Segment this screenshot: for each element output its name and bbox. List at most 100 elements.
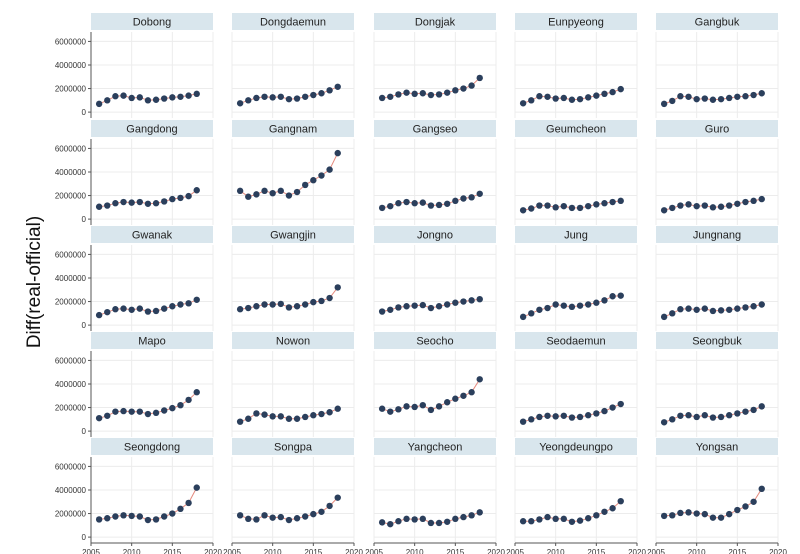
data-point	[726, 202, 733, 209]
panel-title: Gangnam	[269, 124, 317, 136]
data-point	[536, 306, 543, 313]
data-point	[161, 305, 168, 312]
data-point	[544, 412, 551, 419]
panel-strip	[374, 332, 496, 349]
data-point	[544, 202, 551, 209]
panel-grid: Dobong 0 2000000 4000000 6000000 Dongdaemun Do…	[55, 13, 787, 554]
panel-title: Geumcheon	[546, 124, 606, 136]
panel-title: Yeongdeungpo	[539, 442, 613, 454]
data-point	[552, 204, 559, 211]
data-point	[112, 93, 119, 100]
data-point	[609, 88, 616, 96]
data-point	[177, 505, 184, 513]
data-point	[601, 407, 608, 415]
data-point	[669, 97, 676, 105]
data-point	[104, 515, 111, 522]
data-point	[576, 413, 584, 421]
data-point	[585, 412, 592, 419]
x-tick-label: 2015	[728, 548, 746, 554]
data-point	[685, 201, 692, 208]
data-point	[277, 413, 284, 420]
data-point	[726, 412, 733, 419]
data-point	[460, 513, 467, 521]
data-point	[144, 200, 152, 207]
data-point	[95, 414, 103, 422]
data-point	[152, 516, 160, 523]
y-tick-label: 2000000	[55, 404, 87, 413]
data-point	[617, 497, 624, 505]
data-point	[693, 202, 700, 210]
panel-title: Seocho	[416, 336, 453, 348]
data-point	[318, 410, 325, 418]
data-point	[403, 89, 410, 96]
data-point	[318, 90, 325, 97]
data-point	[104, 412, 111, 419]
panel-title: Gwanak	[132, 230, 173, 242]
data-point	[112, 306, 119, 313]
data-point	[660, 207, 668, 214]
data-point	[177, 301, 184, 308]
data-point	[585, 202, 592, 210]
data-point	[435, 91, 443, 98]
data-point	[136, 94, 143, 101]
data-point	[128, 306, 135, 313]
data-point	[269, 301, 276, 308]
data-point	[387, 520, 394, 528]
data-point	[452, 197, 459, 205]
data-point	[444, 301, 451, 308]
data-point	[185, 300, 192, 307]
data-point	[169, 510, 176, 517]
panel-strip	[232, 13, 354, 30]
x-tick-label: 2010	[264, 548, 282, 554]
data-point	[128, 199, 135, 206]
data-point	[236, 100, 244, 107]
data-point	[326, 502, 333, 510]
data-point	[468, 297, 475, 304]
panel-title: Eunpyeong	[548, 17, 604, 29]
data-point	[136, 513, 143, 520]
data-point	[185, 499, 192, 507]
panel-strip	[656, 13, 778, 30]
data-point	[701, 95, 708, 102]
x-tick-label: 2020	[769, 548, 787, 554]
data-point	[193, 90, 200, 98]
data-point	[693, 95, 700, 103]
data-point	[568, 414, 576, 421]
panel-strip	[515, 13, 637, 30]
data-point	[302, 301, 309, 308]
panel-strip	[374, 438, 496, 455]
y-tick-label: 2000000	[55, 510, 87, 519]
data-point	[427, 406, 435, 414]
data-point	[277, 187, 284, 195]
x-tick-label: 2005	[82, 548, 100, 554]
data-point	[411, 516, 418, 523]
data-point	[669, 204, 676, 212]
data-point	[750, 197, 757, 205]
data-point	[144, 516, 152, 524]
data-point	[378, 204, 386, 212]
data-point	[152, 96, 160, 103]
data-point	[177, 401, 184, 409]
data-point	[677, 412, 684, 419]
data-point	[193, 296, 200, 303]
y-tick-label: 4000000	[55, 168, 87, 177]
data-point	[387, 202, 394, 210]
data-point	[95, 203, 103, 210]
data-point	[601, 508, 608, 515]
data-point	[685, 93, 692, 100]
data-point	[161, 95, 168, 102]
data-point	[693, 306, 700, 313]
data-point	[310, 510, 317, 518]
data-point	[742, 408, 749, 415]
data-point	[411, 302, 418, 309]
data-point	[726, 94, 733, 102]
data-point	[161, 198, 168, 205]
data-point	[593, 201, 600, 208]
data-point	[701, 202, 708, 209]
data-point	[476, 190, 483, 197]
data-point	[395, 406, 402, 413]
data-point	[236, 418, 244, 425]
data-point	[452, 395, 459, 402]
data-point	[419, 90, 426, 97]
data-point	[334, 494, 341, 501]
